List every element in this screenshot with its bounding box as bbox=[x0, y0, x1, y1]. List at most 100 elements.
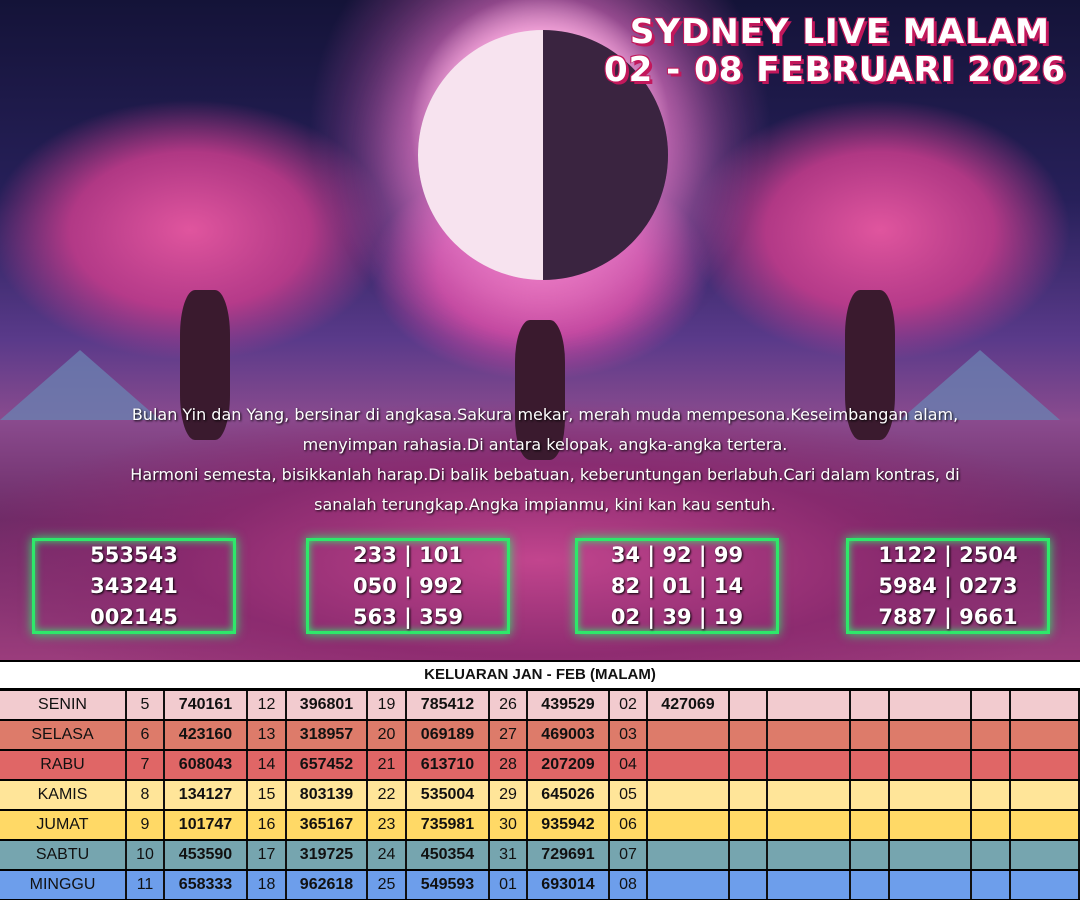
date-cell bbox=[730, 871, 768, 899]
date-cell: 26 bbox=[490, 691, 528, 719]
day-cell: SENIN bbox=[0, 691, 127, 719]
prediction-line: 233 | 101 bbox=[353, 542, 463, 567]
table-row: SENIN 5 740161 12 396801 19 785412 26 439529 02 42… bbox=[0, 691, 1080, 719]
date-cell: 9 bbox=[127, 811, 165, 839]
yin-yang-moon bbox=[418, 30, 668, 280]
date-cell: 15 bbox=[248, 781, 287, 809]
date-cell: 11 bbox=[127, 871, 165, 899]
result-cell: 693014 bbox=[528, 871, 610, 899]
table-row: SABTU 10 453590 17 319725 24 450354 31 729691 07 bbox=[0, 841, 1080, 869]
result-cell bbox=[1011, 811, 1080, 839]
date-cell bbox=[972, 841, 1011, 869]
result-cell bbox=[890, 781, 972, 809]
result-cell bbox=[768, 811, 851, 839]
result-cell: 935942 bbox=[528, 811, 610, 839]
prediction-line: 02 | 39 | 19 bbox=[610, 604, 744, 629]
result-cell: 729691 bbox=[528, 841, 610, 869]
date-cell: 27 bbox=[490, 721, 528, 749]
poem-line: sanalah terungkap.Angka impianmu, kini k… bbox=[314, 495, 776, 514]
day-cell: MINGGU bbox=[0, 871, 127, 899]
date-cell: 20 bbox=[368, 721, 407, 749]
result-cell: 962618 bbox=[287, 871, 368, 899]
hero-banner: SYDNEY LIVE MALAM 02 - 08 FEBRUARI 2026 … bbox=[0, 0, 1080, 660]
result-cell: 439529 bbox=[528, 691, 610, 719]
result-cell: 069189 bbox=[407, 721, 490, 749]
date-cell bbox=[851, 691, 890, 719]
result-cell: 469003 bbox=[528, 721, 610, 749]
date-cell bbox=[851, 811, 890, 839]
result-cell bbox=[1011, 691, 1080, 719]
day-cell: JUMAT bbox=[0, 811, 127, 839]
result-cell: 535004 bbox=[407, 781, 490, 809]
date-cell bbox=[972, 781, 1011, 809]
result-cell: 453590 bbox=[165, 841, 248, 869]
date-cell bbox=[730, 691, 768, 719]
result-cell: 101747 bbox=[165, 811, 248, 839]
result-cell bbox=[1011, 841, 1080, 869]
date-cell bbox=[851, 721, 890, 749]
result-cell: 319725 bbox=[287, 841, 368, 869]
day-cell: KAMIS bbox=[0, 781, 127, 809]
date-cell: 17 bbox=[248, 841, 287, 869]
result-cell: 450354 bbox=[407, 841, 490, 869]
result-cell: 658333 bbox=[165, 871, 248, 899]
result-cell: 735981 bbox=[407, 811, 490, 839]
day-cell: RABU bbox=[0, 751, 127, 779]
prediction-box-bbfs: 1122 | 2504 5984 | 0273 7887 | 9661 bbox=[846, 538, 1050, 634]
date-cell bbox=[730, 781, 768, 809]
prediction-line: 050 | 992 bbox=[353, 573, 463, 598]
mountain bbox=[0, 350, 160, 420]
poem: Bulan Yin dan Yang, bersinar di angkasa.… bbox=[100, 400, 990, 520]
date-cell: 21 bbox=[368, 751, 407, 779]
prediction-box-4d: 553543 343241 002145 bbox=[32, 538, 236, 634]
table-row: KAMIS 8 134127 15 803139 22 535004 29 645026 05 bbox=[0, 781, 1080, 809]
date-cell: 05 bbox=[610, 781, 648, 809]
result-cell bbox=[648, 871, 730, 899]
prediction-line: 002145 bbox=[90, 604, 178, 629]
poem-line: Harmoni semesta, bisikkanlah harap.Di ba… bbox=[130, 465, 960, 484]
prediction-line: 7887 | 9661 bbox=[878, 604, 1018, 629]
result-cell: 207209 bbox=[528, 751, 610, 779]
table-row: SELASA 6 423160 13 318957 20 069189 27 469003 03 bbox=[0, 721, 1080, 749]
date-cell bbox=[972, 811, 1011, 839]
result-cell bbox=[648, 781, 730, 809]
date-cell: 23 bbox=[368, 811, 407, 839]
day-cell: SABTU bbox=[0, 841, 127, 869]
result-cell: 365167 bbox=[287, 811, 368, 839]
result-cell bbox=[890, 811, 972, 839]
date-cell: 06 bbox=[610, 811, 648, 839]
result-cell bbox=[768, 781, 851, 809]
result-cell: 608043 bbox=[165, 751, 248, 779]
title-line1: SYDNEY LIVE MALAM bbox=[629, 12, 1050, 52]
table-title: KELUARAN JAN - FEB (MALAM) bbox=[0, 662, 1080, 688]
date-cell bbox=[730, 841, 768, 869]
date-cell: 19 bbox=[368, 691, 407, 719]
result-cell bbox=[768, 721, 851, 749]
result-cell bbox=[648, 841, 730, 869]
tree-trunk bbox=[180, 290, 230, 440]
result-cell: 803139 bbox=[287, 781, 368, 809]
tree-trunk bbox=[515, 320, 565, 460]
result-cell bbox=[648, 811, 730, 839]
result-cell bbox=[768, 751, 851, 779]
result-cell bbox=[890, 841, 972, 869]
table-row: MINGGU 11 658333 18 962618 25 549593 01 693014 08 bbox=[0, 871, 1080, 899]
date-cell: 30 bbox=[490, 811, 528, 839]
prediction-line: 34 | 92 | 99 bbox=[610, 542, 744, 567]
tree-trunk bbox=[845, 290, 895, 440]
prediction-box-2d: 34 | 92 | 99 82 | 01 | 14 02 | 39 | 19 bbox=[575, 538, 779, 634]
result-cell: 645026 bbox=[528, 781, 610, 809]
date-cell bbox=[851, 781, 890, 809]
result-cell: 740161 bbox=[165, 691, 248, 719]
result-cell bbox=[890, 871, 972, 899]
result-cell: 134127 bbox=[165, 781, 248, 809]
prediction-line: 82 | 01 | 14 bbox=[610, 573, 744, 598]
date-cell: 24 bbox=[368, 841, 407, 869]
date-cell: 12 bbox=[248, 691, 287, 719]
date-cell bbox=[972, 691, 1011, 719]
date-cell bbox=[851, 751, 890, 779]
date-cell bbox=[730, 751, 768, 779]
prediction-line: 563 | 359 bbox=[353, 604, 463, 629]
date-cell: 03 bbox=[610, 721, 648, 749]
date-cell: 14 bbox=[248, 751, 287, 779]
